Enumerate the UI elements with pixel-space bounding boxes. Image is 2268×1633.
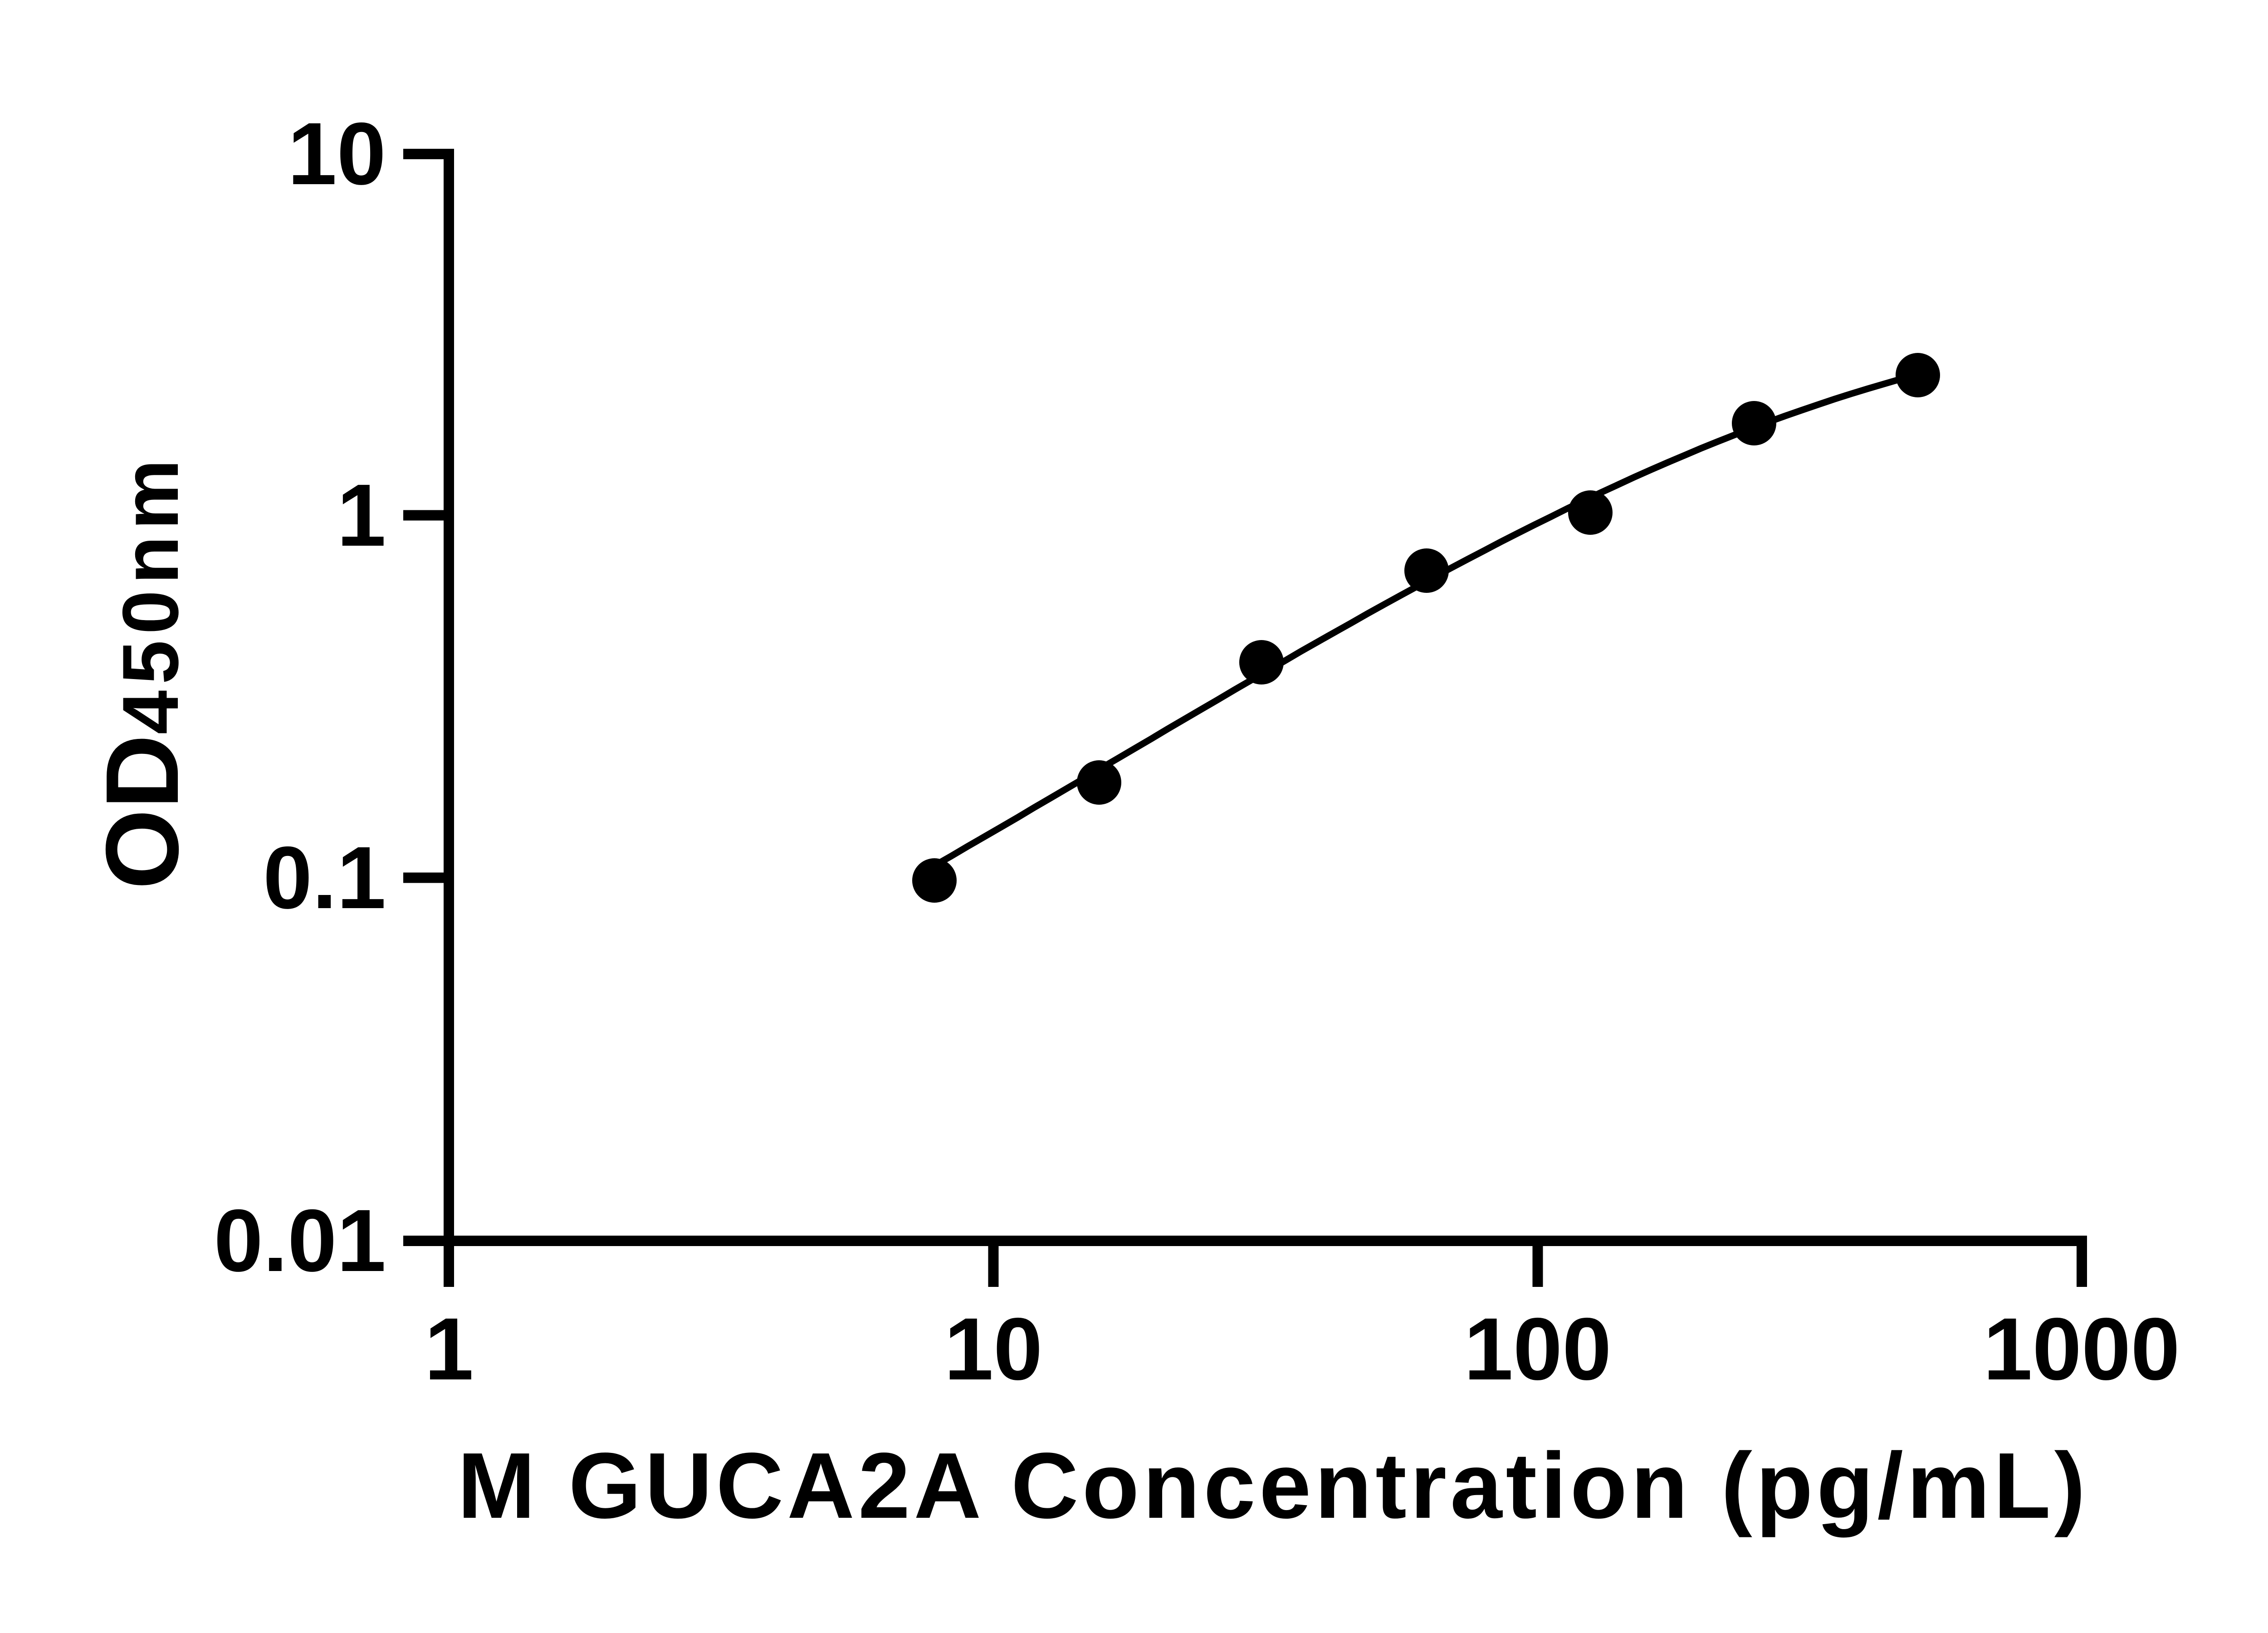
svg-text:10: 10	[944, 1300, 1043, 1398]
svg-text:1: 1	[425, 1300, 474, 1398]
svg-text:10: 10	[288, 104, 386, 203]
svg-text:1: 1	[337, 466, 386, 565]
svg-text:OD450nm: OD450nm	[85, 454, 200, 890]
svg-text:M GUCA2A Concentration (pg/mL): M GUCA2A Concentration (pg/mL)	[458, 1433, 2089, 1538]
svg-text:0.01: 0.01	[214, 1191, 386, 1290]
svg-text:1000: 1000	[1983, 1300, 2180, 1398]
svg-text:0.1: 0.1	[263, 828, 386, 927]
svg-text:100: 100	[1464, 1300, 1611, 1398]
